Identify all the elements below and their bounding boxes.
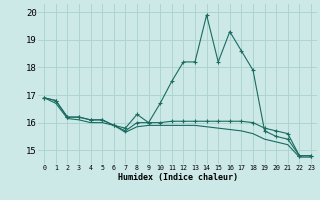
X-axis label: Humidex (Indice chaleur): Humidex (Indice chaleur) [118, 173, 238, 182]
